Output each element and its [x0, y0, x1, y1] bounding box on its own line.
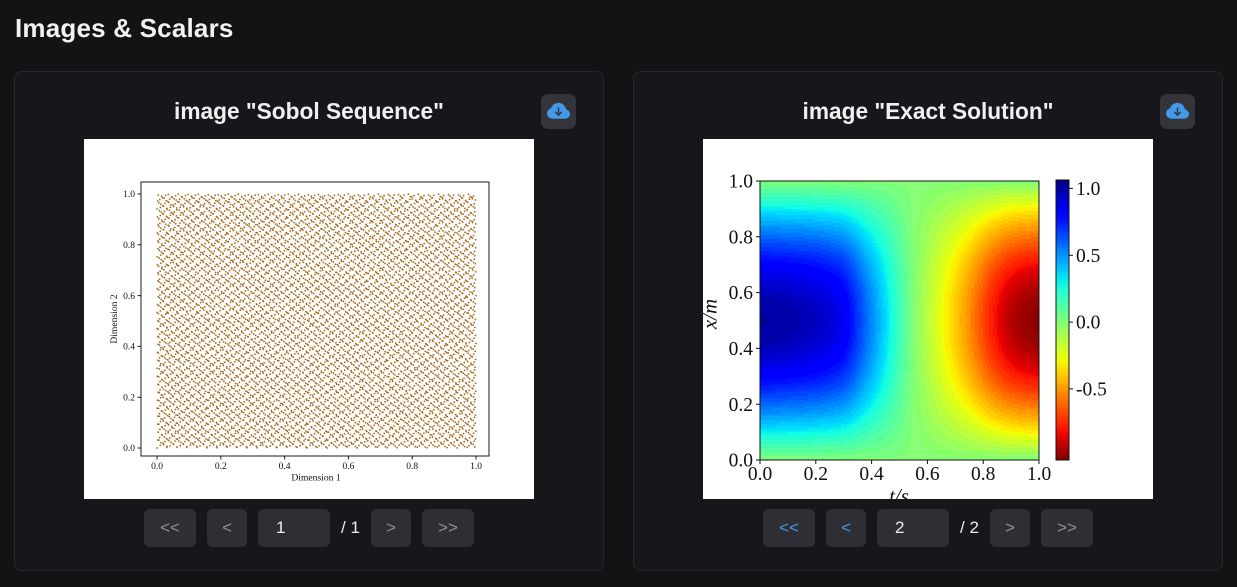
svg-text:0.6: 0.6: [729, 283, 754, 304]
svg-text:-0.5: -0.5: [1076, 380, 1107, 401]
svg-text:1.0: 1.0: [1076, 179, 1100, 200]
svg-text:0.2: 0.2: [123, 393, 135, 403]
svg-text:0.6: 0.6: [342, 462, 354, 472]
svg-text:0.0: 0.0: [729, 451, 753, 472]
svg-text:0.8: 0.8: [406, 462, 418, 472]
svg-text:Dimension 2: Dimension 2: [109, 294, 120, 344]
svg-text:0.4: 0.4: [279, 462, 291, 472]
svg-text:0.6: 0.6: [123, 292, 135, 302]
svg-text:0.8: 0.8: [971, 464, 995, 485]
svg-text:0.2: 0.2: [729, 395, 753, 416]
svg-text:t/s: t/s: [889, 484, 909, 499]
svg-text:1.0: 1.0: [470, 462, 482, 472]
svg-text:0.2: 0.2: [215, 462, 227, 472]
svg-text:x/m: x/m: [703, 299, 722, 330]
svg-text:0.5: 0.5: [1076, 246, 1100, 267]
svg-text:0.0: 0.0: [123, 444, 135, 454]
svg-text:0.6: 0.6: [915, 464, 940, 485]
svg-text:Dimension 1: Dimension 1: [291, 473, 341, 484]
svg-text:0.0: 0.0: [748, 464, 772, 485]
svg-text:1.0: 1.0: [123, 190, 135, 200]
svg-text:0.4: 0.4: [729, 339, 754, 360]
svg-text:0.2: 0.2: [804, 464, 828, 485]
svg-text:0.0: 0.0: [1076, 313, 1100, 334]
svg-text:0.4: 0.4: [859, 464, 884, 485]
svg-text:0.8: 0.8: [123, 241, 135, 251]
svg-text:1.0: 1.0: [729, 172, 753, 193]
svg-text:0.4: 0.4: [123, 343, 135, 353]
svg-text:0.8: 0.8: [729, 227, 753, 248]
svg-text:1.0: 1.0: [1027, 464, 1051, 485]
svg-text:0.0: 0.0: [151, 462, 163, 472]
